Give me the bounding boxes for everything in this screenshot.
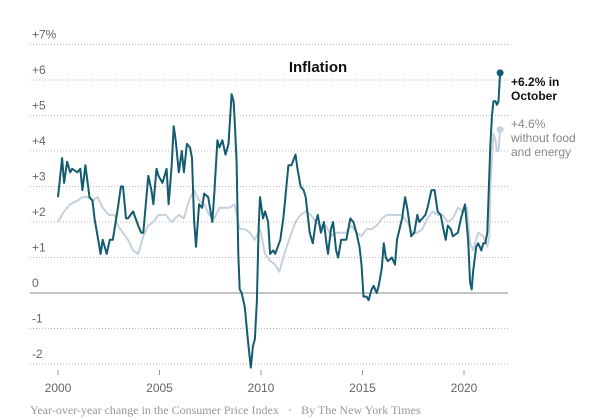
annotation-core: +4.6% without food and energy (510, 117, 576, 159)
caption-credit: By The New York Times (301, 403, 421, 417)
annotation-core-line1: +4.6% (511, 117, 546, 131)
x-tick-label: 2005 (146, 381, 173, 395)
annotation-headline-line2: October (511, 89, 557, 103)
x-tick-label: 2015 (349, 381, 376, 395)
annotation-headline-line1: +6.2% in (511, 75, 559, 89)
y-tick-label: +4 (32, 134, 46, 148)
y-tick-label: +7% (32, 28, 57, 42)
annotation-core-line2: without food (510, 131, 576, 145)
caption-separator: • (288, 403, 292, 417)
y-axis: +7% +6 +5 +4 +3 +2 +1 0 -1 -2 (32, 28, 57, 362)
chart-title: Inflation (289, 59, 347, 76)
y-tick-label: +1 (32, 241, 46, 255)
cpi-endpoint (496, 69, 504, 77)
series-lines (57, 69, 504, 369)
annotation-core-line3: and energy (511, 145, 571, 159)
chart-caption: Year-over-year change in the Consumer Pr… (30, 403, 421, 417)
y-tick-label: +6 (32, 63, 46, 77)
y-tick-label: +3 (32, 170, 46, 184)
x-tick-label: 2020 (451, 381, 478, 395)
core-cpi-endpoint (496, 126, 504, 134)
y-tick-label: -1 (32, 312, 43, 326)
cpi-line (57, 72, 502, 369)
x-axis: 2000 2005 2010 2015 2020 (45, 370, 478, 395)
gridlines (30, 44, 508, 365)
x-tick-label: 2010 (248, 381, 275, 395)
x-tick-label: 2000 (45, 381, 72, 395)
y-tick-label: +2 (32, 205, 46, 219)
annotation-headline: +6.2% in October (511, 75, 559, 103)
y-tick-label: -2 (32, 347, 43, 361)
y-tick-label: 0 (32, 276, 39, 290)
caption-description: Year-over-year change in the Consumer Pr… (30, 403, 279, 417)
core-cpi-line (57, 129, 502, 273)
y-tick-label: +5 (32, 99, 46, 113)
